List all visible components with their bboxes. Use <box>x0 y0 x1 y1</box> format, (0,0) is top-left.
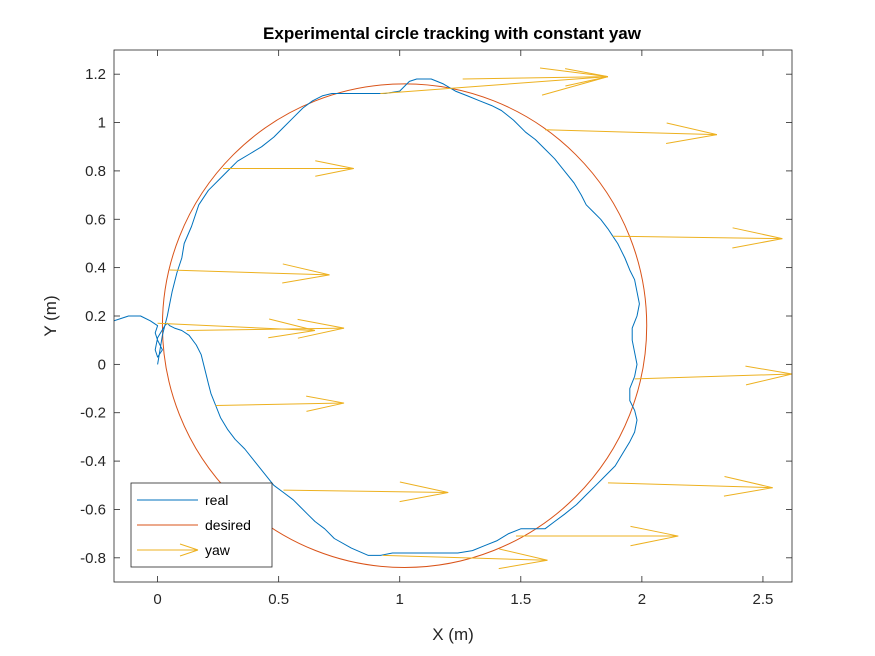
yaw-arrow <box>462 68 609 87</box>
y-tick-label: 1 <box>98 115 106 132</box>
real-layer <box>114 78 640 556</box>
y-tick-label: -0.8 <box>80 550 106 567</box>
y-tick-label: 0.6 <box>85 211 106 228</box>
x-axis-ticks: 0 0.5 1 1.5 2 2.5 <box>153 50 773 608</box>
x-tick-label: 0.5 <box>268 591 289 608</box>
yaw-layer <box>157 67 792 570</box>
yaw-arrow <box>545 122 718 144</box>
y-tick-label: 0 <box>98 356 106 373</box>
yaw-arrow <box>515 525 679 547</box>
y-tick-label: -0.6 <box>80 501 106 518</box>
chart-title: Experimental circle tracking with consta… <box>263 24 642 43</box>
y-tick-label: 0.8 <box>85 163 106 180</box>
yaw-arrow <box>607 475 773 497</box>
y-tick-label: -0.2 <box>80 405 106 422</box>
yaw-arrow <box>382 548 548 570</box>
yaw-arrow <box>283 481 449 503</box>
legend-label-yaw: yaw <box>205 542 231 558</box>
legend-label-real: real <box>205 492 228 508</box>
yaw-arrow <box>222 160 354 177</box>
x-tick-label: 2 <box>638 591 646 608</box>
series-real-line <box>114 78 640 556</box>
desired-layer <box>161 83 648 568</box>
y-tick-label: 0.2 <box>85 308 106 325</box>
y-tick-label: -0.4 <box>80 453 106 470</box>
legend-label-desired: desired <box>205 517 251 533</box>
yaw-arrow <box>186 318 345 339</box>
x-axis-label: X (m) <box>432 625 474 644</box>
x-tick-label: 1.5 <box>510 591 531 608</box>
series-desired-circle <box>161 83 648 568</box>
y-tick-label: 1.2 <box>85 66 106 83</box>
yaw-arrow <box>634 365 792 386</box>
plot-content <box>114 67 792 570</box>
legend-swatch-yaw <box>137 543 199 557</box>
yaw-arrow <box>169 263 330 284</box>
yaw-arrow <box>612 227 783 249</box>
x-tick-label: 0 <box>153 591 161 608</box>
legend: real desired yaw <box>130 482 273 568</box>
yaw-arrow <box>215 395 345 412</box>
x-tick-label: 2.5 <box>753 591 774 608</box>
y-tick-label: 0.4 <box>85 260 106 277</box>
yaw-arrow <box>380 67 609 96</box>
y-axis-label: Y (m) <box>41 295 60 336</box>
x-tick-label: 1 <box>396 591 404 608</box>
y-axis-ticks: -0.8 -0.6 -0.4 -0.2 0 0.2 0.4 0.6 0.8 1 1.2 <box>80 66 792 567</box>
